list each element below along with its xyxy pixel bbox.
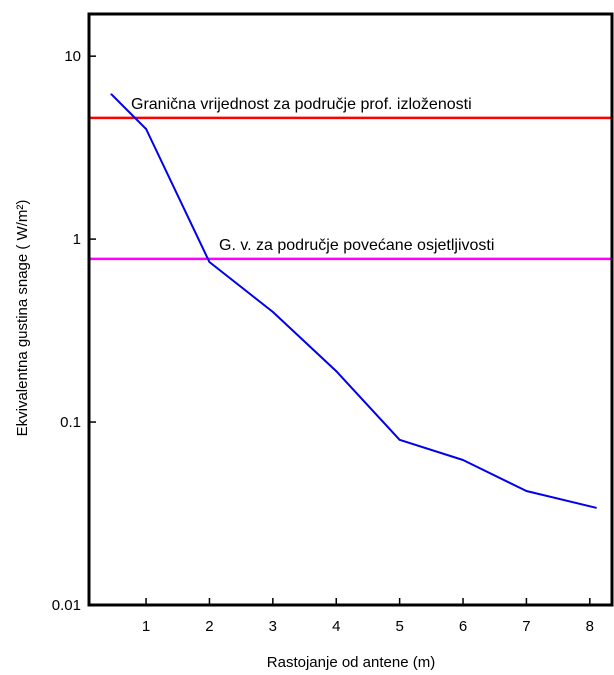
data-point <box>595 506 597 509</box>
data-point <box>145 128 147 130</box>
x-axis-label: Rastojanje od antene (m) <box>267 654 435 671</box>
x-tick-label: 4 <box>332 618 340 635</box>
x-tick-label: 6 <box>459 618 467 635</box>
y-ticks: 0.01 0.1 1 10 <box>52 48 96 614</box>
x-tick-label: 5 <box>395 618 403 635</box>
x-tick-label: 1 <box>142 618 150 635</box>
reference-lines: Granična vrijednost za područje prof. iz… <box>89 96 612 261</box>
reference-line-label: Granična vrijednost za područje prof. iz… <box>131 96 472 113</box>
y-tick-label: 0.01 <box>52 597 81 614</box>
x-tick-label: 7 <box>522 618 530 635</box>
data-point <box>525 490 528 492</box>
data-point <box>398 438 401 441</box>
plot-frame <box>87 12 614 607</box>
reference-line-label: G. v. za područje povećane osjetljivosti <box>219 237 494 254</box>
y-axis-label: Ekvivalentna gustina snage ( W/m²) <box>14 200 31 437</box>
data-point <box>110 93 112 95</box>
y-tick-label: 0.1 <box>60 414 81 431</box>
x-tick-label: 2 <box>205 618 213 635</box>
series-line <box>110 93 597 509</box>
data-point <box>335 370 338 372</box>
x-tick-label: 3 <box>269 618 277 635</box>
series <box>110 93 597 509</box>
x-tick-label: 8 <box>586 618 594 635</box>
y-tick-label: 10 <box>64 48 81 65</box>
y-tick-label: 1 <box>73 231 81 248</box>
data-point <box>208 261 211 263</box>
data-point <box>462 459 464 461</box>
data-point <box>272 311 274 313</box>
